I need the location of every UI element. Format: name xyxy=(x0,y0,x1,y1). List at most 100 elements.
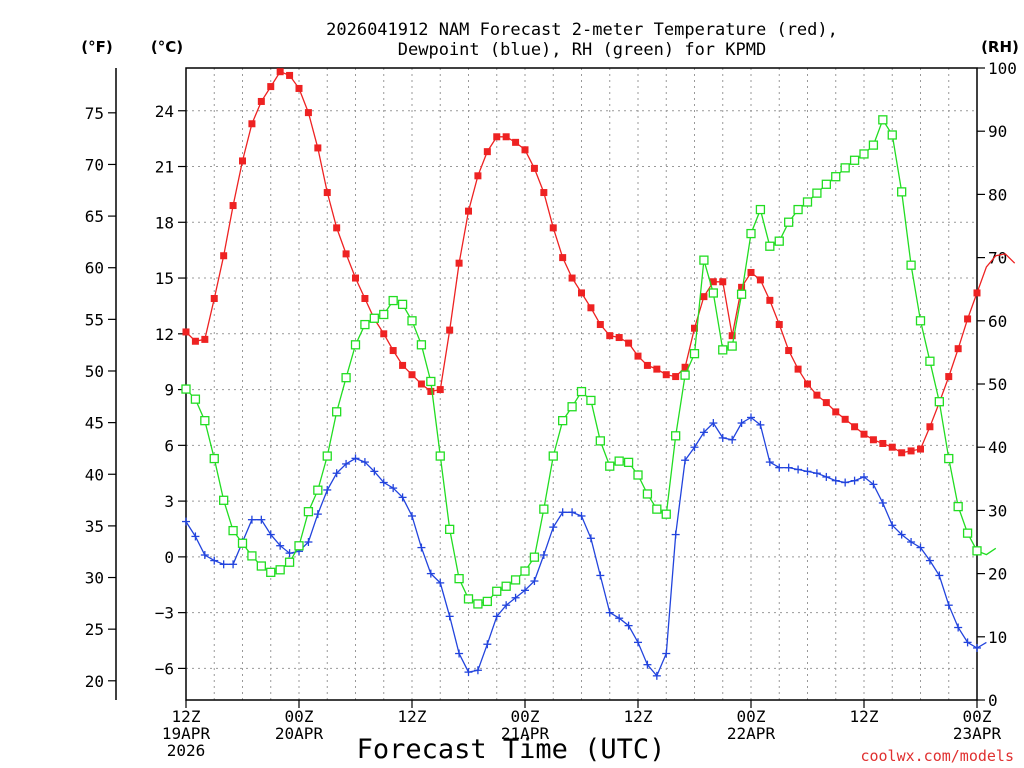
temperature-point xyxy=(700,293,708,301)
temperature-point xyxy=(446,326,454,334)
rh-point xyxy=(539,504,549,514)
series-temperature xyxy=(182,68,1016,457)
temperature-point xyxy=(794,365,802,373)
rh-point xyxy=(736,289,747,299)
rh-point xyxy=(793,204,803,215)
dewpoint-point xyxy=(860,472,868,481)
rh-point xyxy=(595,436,605,446)
rh-point xyxy=(397,299,408,310)
celsius-tick-label: 3 xyxy=(164,492,174,511)
rh-point xyxy=(407,316,417,326)
rh-tick-label: 20 xyxy=(988,565,1007,584)
dewpoint-point xyxy=(615,614,624,623)
dewpoint-point xyxy=(709,419,718,428)
temperature-point xyxy=(709,278,717,286)
dewpoint-point xyxy=(765,458,774,467)
rh-point xyxy=(284,557,295,567)
x-tick-label: 2026 xyxy=(167,741,206,760)
temperature-point xyxy=(323,189,331,197)
dewpoint-point xyxy=(257,515,266,524)
temperature-point xyxy=(465,207,472,215)
rh-point xyxy=(774,236,784,246)
rh-point xyxy=(586,395,596,406)
rh-point xyxy=(821,179,831,189)
temperature-point xyxy=(907,447,915,455)
rh-point xyxy=(388,295,398,306)
temperature-point xyxy=(201,335,209,343)
rh-point xyxy=(379,309,389,320)
fahrenheit-tick-label: 70 xyxy=(85,155,104,174)
dewpoint-point xyxy=(247,515,256,524)
temperature-point xyxy=(210,294,218,302)
rh-point xyxy=(576,386,587,397)
celsius-tick-label: 9 xyxy=(164,381,174,400)
x-tick-label: 00Z xyxy=(963,707,992,726)
temperature-point xyxy=(257,97,265,105)
temperature-point xyxy=(869,436,877,444)
temperature-point xyxy=(653,365,661,373)
x-tick-label: 20APR xyxy=(275,724,324,743)
fahrenheit-unit-label: (°F) xyxy=(81,38,112,56)
dewpoint-point xyxy=(455,649,464,658)
dewpoint-point xyxy=(483,640,492,649)
dewpoint-point xyxy=(756,420,765,429)
temperature-point xyxy=(841,415,849,423)
rh-point xyxy=(228,525,238,536)
rh-point xyxy=(906,260,916,270)
temperature-point xyxy=(973,289,981,297)
temperature-point xyxy=(182,328,190,336)
x-tick-label: 12Z xyxy=(398,707,427,726)
dewpoint-point xyxy=(398,493,407,502)
temperature-point xyxy=(549,224,557,232)
rh-point xyxy=(605,461,615,471)
dewpoint-point xyxy=(586,534,595,543)
dewpoint-point xyxy=(313,510,322,519)
temperature-point xyxy=(191,337,199,345)
celsius-tick-label: 21 xyxy=(155,158,174,177)
temperature-point xyxy=(380,330,388,338)
temperature-point xyxy=(917,445,924,453)
temperature-point xyxy=(502,133,510,141)
rh-point xyxy=(849,155,860,165)
rh-point xyxy=(350,340,361,350)
rh-point xyxy=(661,509,671,519)
rh-point xyxy=(944,453,954,464)
dewpoint-point xyxy=(954,623,963,632)
rh-point xyxy=(435,451,445,461)
x-tick-label: 23APR xyxy=(953,724,1002,743)
fahrenheit-tick-label: 45 xyxy=(85,414,104,433)
dewpoint-point xyxy=(831,476,840,485)
temperature-point xyxy=(625,339,633,347)
celsius-tick-label: 15 xyxy=(155,269,174,288)
temperature-point xyxy=(719,278,727,286)
rh-point xyxy=(558,416,568,426)
rh-point xyxy=(426,376,436,387)
dewpoint-point xyxy=(521,586,529,595)
dewpoint-point xyxy=(662,649,671,658)
x-tick-label: 12Z xyxy=(850,707,879,726)
fahrenheit-tick-label: 75 xyxy=(85,104,104,123)
dewpoint-point xyxy=(671,530,680,539)
dewpoint-point xyxy=(502,601,511,610)
temperature-point xyxy=(427,387,435,395)
rh-point xyxy=(727,341,737,351)
rh-point xyxy=(510,575,521,585)
dewpoint-point xyxy=(681,456,690,465)
rh-point xyxy=(718,345,728,355)
dewpoint-point xyxy=(389,484,398,493)
dewpoint-point xyxy=(973,643,981,652)
dewpoint-point xyxy=(229,560,238,569)
dewpoint-point xyxy=(511,593,520,602)
rh-point xyxy=(671,431,681,441)
dewpoint-point xyxy=(747,413,755,422)
temperature-point xyxy=(832,408,840,416)
series-line xyxy=(185,416,987,678)
dewpoint-point xyxy=(558,508,567,517)
fahrenheit-tick-label: 65 xyxy=(85,207,104,226)
rh-point xyxy=(294,541,304,551)
rh-unit-label: (RH) xyxy=(981,38,1019,56)
dewpoint-point xyxy=(370,467,379,476)
rh-point xyxy=(482,596,492,607)
fahrenheit-tick-label: 60 xyxy=(85,259,104,278)
